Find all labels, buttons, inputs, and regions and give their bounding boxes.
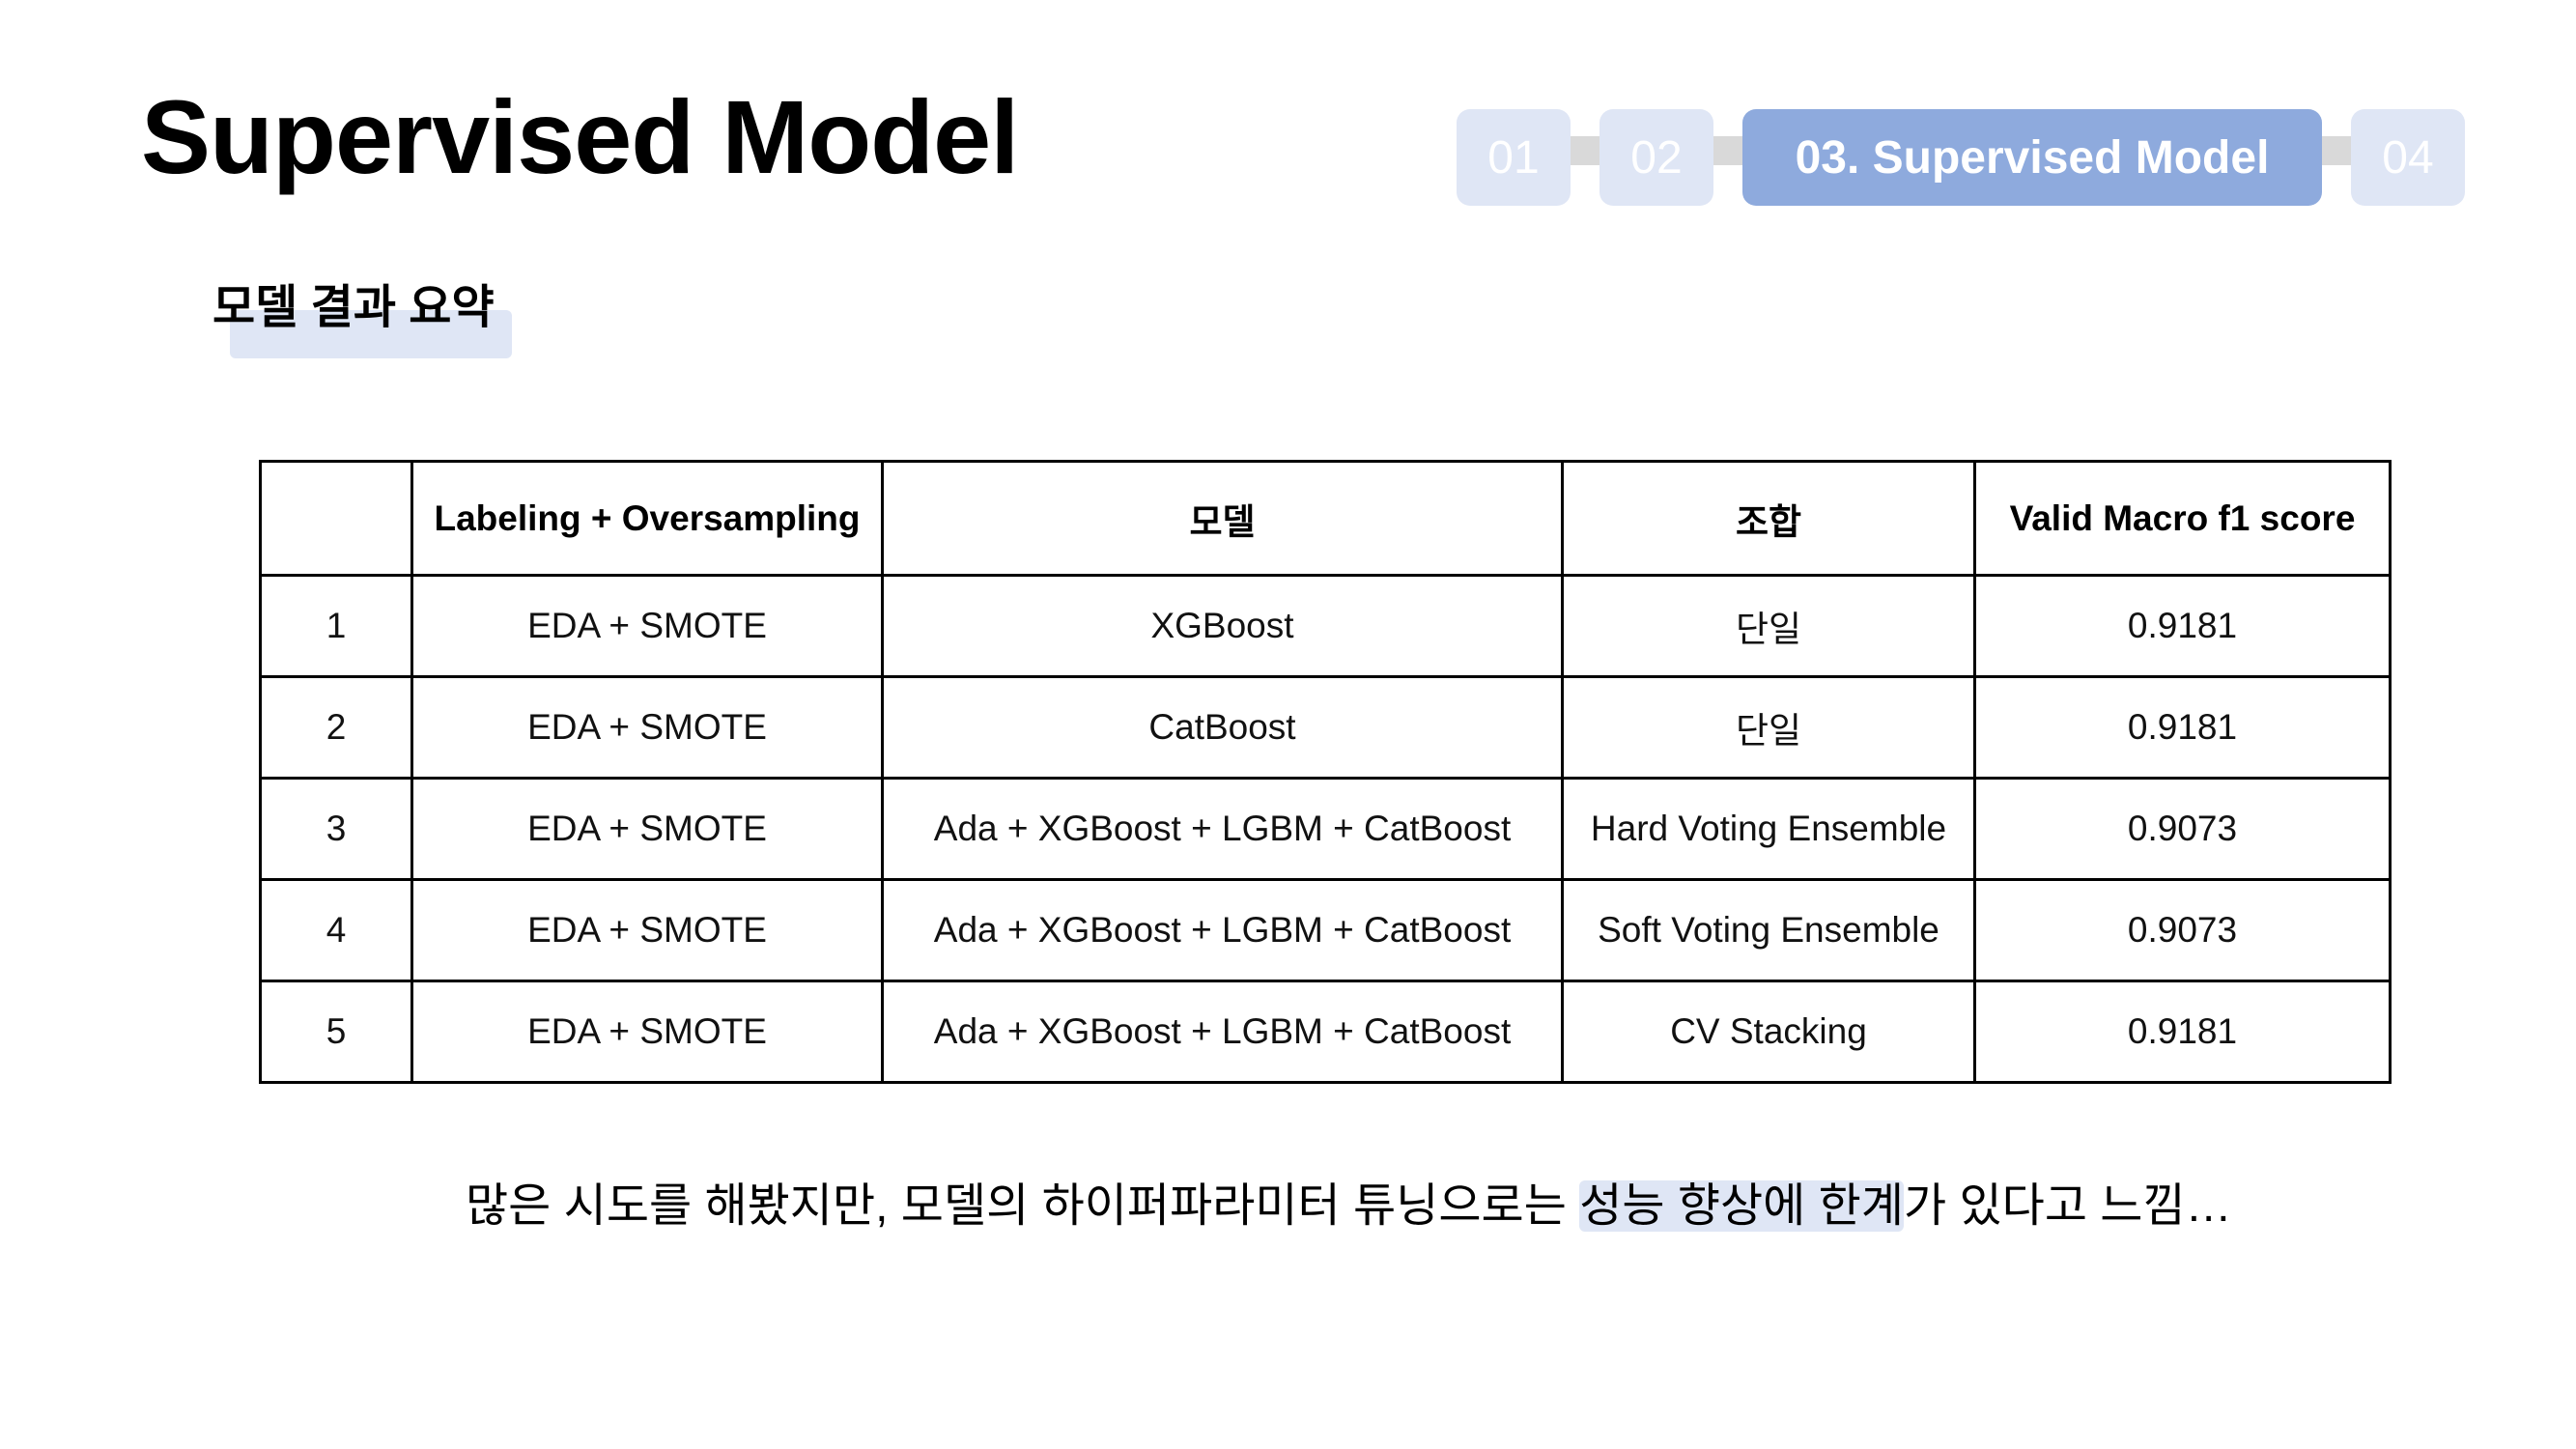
cell-score: 0.9181 [1973,675,2392,780]
table-row: 3 EDA + SMOTE Ada + XGBoost + LGBM + Cat… [259,777,2392,881]
cell-combination: CV Stacking [1561,980,1976,1084]
cell-model: Ada + XGBoost + LGBM + CatBoost [881,980,1564,1084]
note-text-before: 많은 시도를 해봤지만, 모델의 하이퍼파라미터 튜닝으로는 [466,1180,1580,1232]
cell-score: 0.9073 [1973,777,2392,881]
cell-model: Ada + XGBoost + LGBM + CatBoost [881,777,1564,881]
header-index [259,460,413,577]
nav-connector [1565,136,1603,165]
cell-combination: 단일 [1561,574,1976,678]
cell-index: 5 [259,980,413,1084]
cell-score: 0.9181 [1973,574,2392,678]
cell-combination: Soft Voting Ensemble [1561,878,1976,982]
cell-combination: Hard Voting Ensemble [1561,777,1976,881]
note-highlight: 성능 향상에 한계 [1579,1180,1904,1232]
cell-index: 1 [259,574,413,678]
cell-score: 0.9181 [1973,980,2392,1084]
cell-labeling: EDA + SMOTE [410,980,884,1084]
nav-connector [2316,136,2355,165]
slide-title: Supervised Model [141,78,1019,195]
nav-step-03-active[interactable]: 03. Supervised Model [1742,109,2322,206]
conclusion-note: 많은 시도를 해봤지만, 모델의 하이퍼파라미터 튜닝으로는 성능 향상에 한계… [466,1179,2232,1235]
cell-model: Ada + XGBoost + LGBM + CatBoost [881,878,1564,982]
section-subtitle: 모델 결과 요약 [212,282,512,358]
cell-index: 2 [259,675,413,780]
table-row: 5 EDA + SMOTE Ada + XGBoost + LGBM + Cat… [259,980,2392,1084]
cell-labeling: EDA + SMOTE [410,574,884,678]
nav-connector [1708,136,1746,165]
subtitle-highlight [230,310,512,358]
header-combination: 조합 [1561,460,1976,577]
results-table: Labeling + Oversampling 모델 조합 Valid Macr… [259,460,2392,1084]
header-model: 모델 [881,460,1564,577]
table-row: 2 EDA + SMOTE CatBoost 단일 0.9181 [259,675,2392,780]
cell-score: 0.9073 [1973,878,2392,982]
cell-index: 3 [259,777,413,881]
subtitle-text: 모델 결과 요약 [212,282,495,333]
table-row: 4 EDA + SMOTE Ada + XGBoost + LGBM + Cat… [259,878,2392,982]
cell-labeling: EDA + SMOTE [410,777,884,881]
cell-labeling: EDA + SMOTE [410,675,884,780]
table-row: 1 EDA + SMOTE XGBoost 단일 0.9181 [259,574,2392,678]
header-labeling: Labeling + Oversampling [410,460,884,577]
note-text-after: 가 있다고 느낌… [1904,1180,2232,1232]
cell-combination: 단일 [1561,675,1976,780]
nav-step-04[interactable]: 04 [2351,109,2465,206]
section-navigator: 01 02 03. Supervised Model 04 [0,0,2576,222]
cell-labeling: EDA + SMOTE [410,878,884,982]
nav-step-01[interactable]: 01 [1457,109,1571,206]
nav-step-02[interactable]: 02 [1599,109,1713,206]
cell-index: 4 [259,878,413,982]
cell-model: CatBoost [881,675,1564,780]
cell-model: XGBoost [881,574,1564,678]
header-score: Valid Macro f1 score [1973,460,2392,577]
table-header-row: Labeling + Oversampling 모델 조합 Valid Macr… [259,460,2392,577]
